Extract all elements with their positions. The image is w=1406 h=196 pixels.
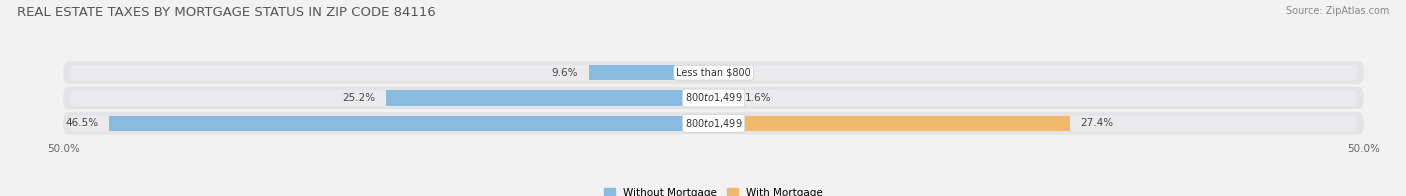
Text: 0.0%: 0.0% [724,68,751,78]
Text: $800 to $1,499: $800 to $1,499 [685,117,742,130]
Bar [108,115,713,131]
Text: 27.4%: 27.4% [1080,118,1114,128]
Bar [589,65,713,81]
Bar [713,115,1070,131]
Text: Source: ZipAtlas.com: Source: ZipAtlas.com [1285,6,1389,16]
Text: 1.6%: 1.6% [745,93,772,103]
Text: $800 to $1,499: $800 to $1,499 [685,92,742,104]
Text: 25.2%: 25.2% [342,93,375,103]
FancyBboxPatch shape [63,87,1364,109]
FancyBboxPatch shape [63,112,1364,134]
Text: Less than $800: Less than $800 [676,68,751,78]
Bar [385,90,713,106]
FancyBboxPatch shape [63,62,1364,84]
FancyBboxPatch shape [70,90,1357,106]
FancyBboxPatch shape [70,65,1357,81]
Text: REAL ESTATE TAXES BY MORTGAGE STATUS IN ZIP CODE 84116: REAL ESTATE TAXES BY MORTGAGE STATUS IN … [17,6,436,19]
Bar [713,90,734,106]
Text: 46.5%: 46.5% [65,118,98,128]
FancyBboxPatch shape [70,115,1357,131]
Text: 9.6%: 9.6% [551,68,578,78]
Legend: Without Mortgage, With Mortgage: Without Mortgage, With Mortgage [605,188,823,196]
